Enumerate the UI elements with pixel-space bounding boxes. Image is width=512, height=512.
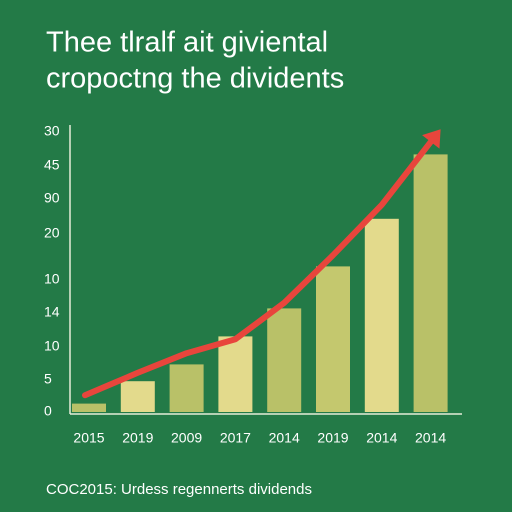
bar [120,381,155,412]
x-tick-label: 2019 [317,430,348,446]
x-tick-label: 2009 [171,430,202,446]
bar [413,154,448,412]
y-tick-label: 14 [44,304,60,320]
y-tick-label: 5 [44,371,52,387]
y-tick-label: 20 [44,225,60,241]
bar [364,218,399,412]
chart-subtitle: cropoctng the dividents [46,63,344,95]
trend-arrowhead [422,129,441,149]
y-tick-label: 10 [44,271,60,287]
y-tick-label: 10 [44,338,60,354]
x-tick-label: 2017 [220,430,251,446]
bar [218,336,253,412]
bar [267,308,302,412]
y-tick-label: 90 [44,190,60,206]
chart-title: Thee tlralf ait giviental [46,27,328,59]
y-tick-label: 0 [44,403,52,419]
y-tick-label: 45 [44,157,60,173]
bar [316,266,350,412]
footer-note: COC2015: Urdess regennerts dividends [46,481,312,498]
bar [169,364,204,412]
x-tick-label: 2019 [122,430,153,446]
trend-line [82,138,434,399]
x-tick-label: 2014 [366,430,397,446]
x-tick-label: 2015 [73,430,104,446]
y-tick-label: 30 [44,123,60,139]
x-tick-label: 2014 [269,430,300,446]
x-tick-label: 2014 [415,430,446,446]
bar [72,403,106,412]
